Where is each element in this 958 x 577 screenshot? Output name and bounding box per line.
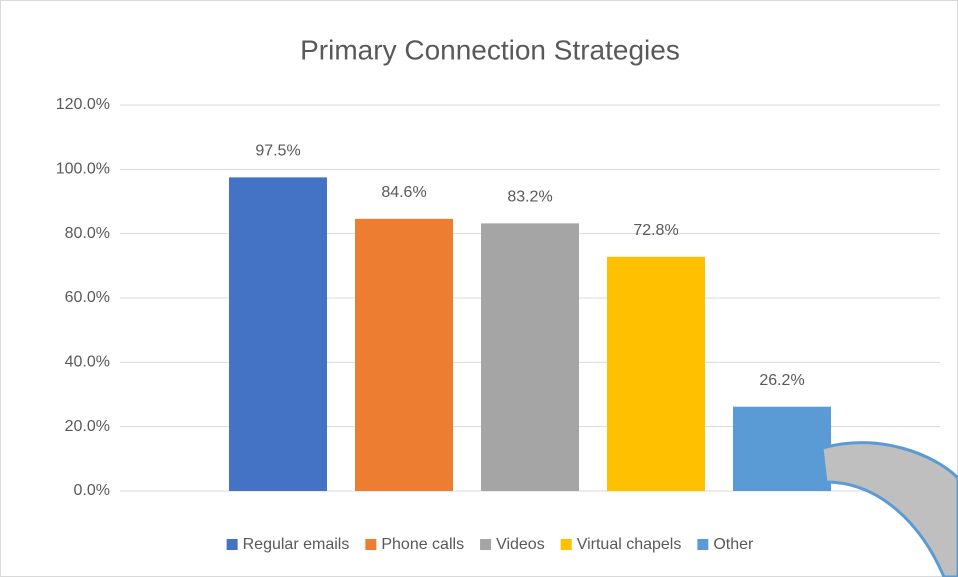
- bar: [481, 223, 579, 491]
- y-tick-label: 20.0%: [65, 418, 110, 435]
- legend-swatch: [480, 539, 492, 550]
- data-label: 84.6%: [381, 184, 426, 201]
- legend-swatch: [365, 539, 377, 550]
- y-tick-label: 0.0%: [74, 482, 110, 499]
- legend-swatch: [226, 539, 238, 550]
- legend-swatch: [697, 539, 709, 550]
- legend-label: Virtual chapels: [577, 536, 682, 553]
- y-tick-label: 40.0%: [65, 354, 110, 371]
- bar: [355, 218, 453, 491]
- y-tick-label: 80.0%: [65, 225, 110, 242]
- bar: [733, 406, 831, 491]
- data-label: 26.2%: [759, 372, 804, 389]
- legend-label: Phone calls: [381, 536, 464, 553]
- y-tick-label: 60.0%: [65, 289, 110, 306]
- plot-area: 0.0% 20.0% 40.0% 60.0% 80.0% 100.0% 120.0% 97.5…: [56, 96, 940, 553]
- bar: [607, 256, 705, 491]
- bar: [229, 177, 327, 491]
- decoration-arrow: [820, 441, 958, 577]
- y-tick-label: 100.0%: [56, 161, 110, 178]
- chart-title: Primary Connection Strategies: [300, 34, 680, 65]
- y-tick-label: 120.0%: [56, 96, 110, 113]
- data-label: 83.2%: [507, 189, 552, 206]
- legend-label: Regular emails: [243, 536, 350, 553]
- data-label: 72.8%: [633, 222, 678, 239]
- legend-swatch: [560, 539, 572, 550]
- legend-label: Other: [713, 536, 754, 553]
- data-label: 97.5%: [255, 143, 300, 160]
- legend-label: Videos: [496, 536, 545, 553]
